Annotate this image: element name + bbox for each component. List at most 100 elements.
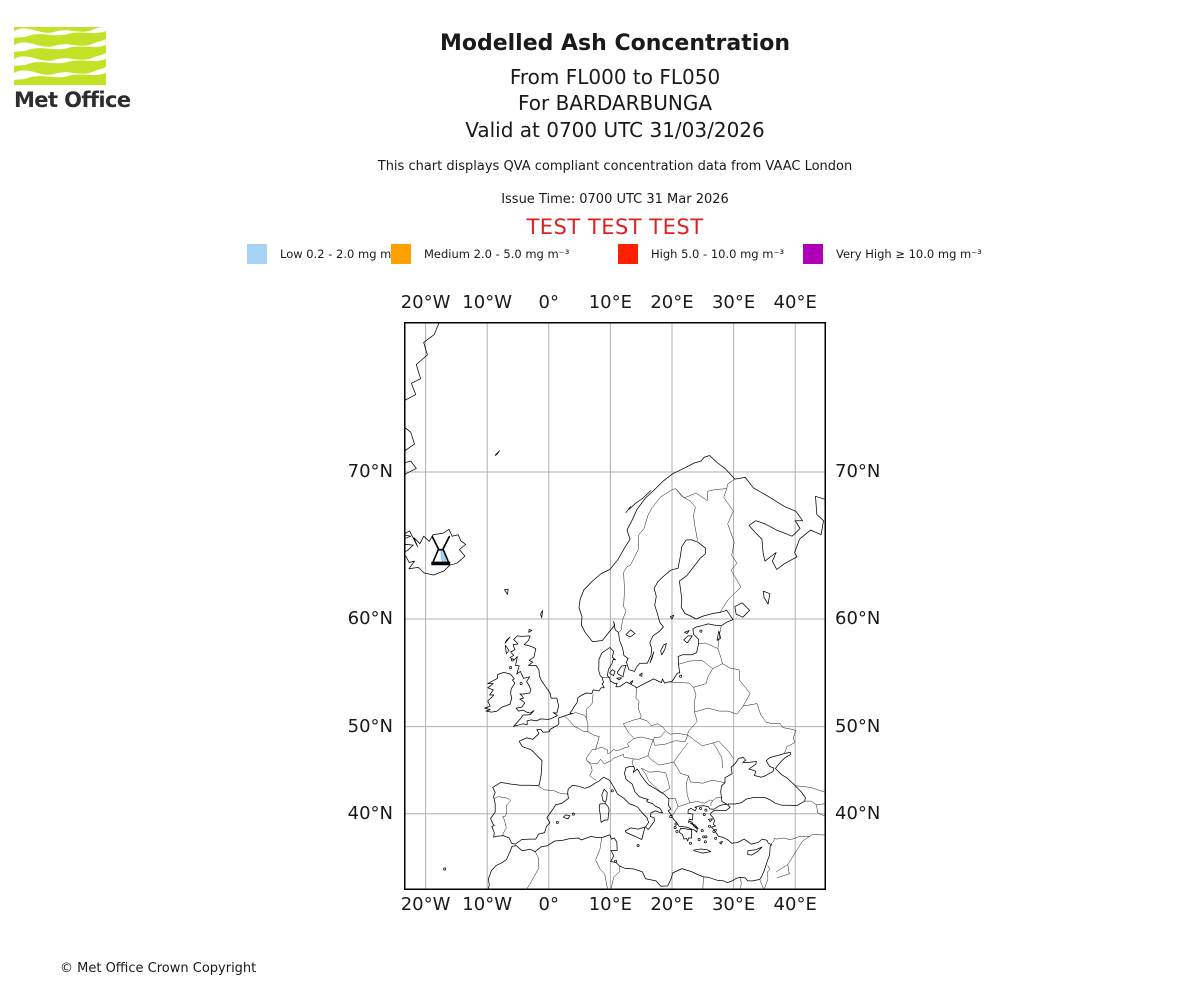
country-border <box>586 693 594 719</box>
small-island <box>669 815 673 818</box>
country-border <box>610 865 621 890</box>
lat-tick-left: 40°N <box>347 802 393 824</box>
coastline <box>683 635 693 644</box>
country-border <box>639 718 688 736</box>
small-island <box>443 867 447 871</box>
qva-description: This chart displays QVA compliant concen… <box>377 159 853 174</box>
country-border <box>687 734 719 747</box>
legend-item-high: High 5.0 - 10.0 mg m⁻³ <box>618 243 785 264</box>
lat-tick-left: 70°N <box>347 461 393 483</box>
coastline <box>609 669 616 677</box>
country-border <box>669 681 694 688</box>
small-island <box>679 674 683 678</box>
small-island <box>636 844 640 848</box>
country-border <box>673 742 689 763</box>
volcano-base-icon <box>431 561 451 566</box>
coastline <box>689 822 699 830</box>
country-border <box>710 800 713 807</box>
country-border <box>739 877 742 890</box>
lat-tick-right: 40°N <box>835 802 881 824</box>
legend-swatch <box>618 243 638 264</box>
lat-tick-right: 70°N <box>835 461 881 483</box>
small-island <box>699 806 703 810</box>
coastline <box>762 590 771 605</box>
country-border <box>717 625 722 649</box>
lon-tick-top: 10°W <box>462 292 512 313</box>
coastline <box>540 610 543 619</box>
country-border <box>776 864 790 879</box>
country-border <box>698 642 718 649</box>
europe-map <box>404 322 826 890</box>
issue-time: Issue Time: 0700 UTC 31 Mar 2026 <box>501 192 729 207</box>
small-island <box>712 829 716 833</box>
country-border <box>634 736 654 741</box>
legend-label: High 5.0 - 10.0 mg m⁻³ <box>651 246 785 261</box>
coastline <box>649 651 655 664</box>
country-border <box>652 735 688 746</box>
coastline <box>509 635 559 727</box>
country-border <box>641 767 663 794</box>
lat-tick-left: 60°N <box>347 608 393 630</box>
country-border <box>718 741 735 760</box>
country-border <box>586 760 597 781</box>
lon-tick-bottom: 40°E <box>773 894 817 915</box>
country-border <box>678 660 713 669</box>
lon-tick-top: 0° <box>538 292 559 313</box>
small-island <box>714 836 718 840</box>
coastline <box>563 814 571 820</box>
country-border <box>595 837 608 890</box>
small-island <box>708 824 712 828</box>
country-border <box>693 668 713 688</box>
small-island <box>704 808 708 812</box>
small-island <box>509 666 513 670</box>
country-border <box>702 876 704 890</box>
country-border <box>569 712 587 719</box>
small-island <box>555 820 559 824</box>
country-border <box>722 663 751 707</box>
legend-label: Very High ≥ 10.0 mg m⁻³ <box>836 246 982 261</box>
legend-swatch <box>247 243 267 264</box>
country-border <box>686 775 691 803</box>
country-border <box>602 677 610 679</box>
coastline <box>504 636 511 644</box>
country-border <box>526 851 540 890</box>
country-border <box>586 718 589 732</box>
lon-tick-bottom: 10°E <box>588 894 633 915</box>
coastline <box>487 455 826 890</box>
subtitle-valid-time: Valid at 0700 UTC 31/03/2026 <box>465 118 765 142</box>
lon-tick-bottom: 30°E <box>711 894 756 915</box>
small-island <box>700 829 704 833</box>
small-island <box>702 835 706 839</box>
legend: Low 0.2 - 2.0 mg m⁻³ Medium 2.0 - 5.0 mg … <box>0 243 1200 264</box>
coastline <box>404 322 440 402</box>
small-island <box>571 812 575 816</box>
country-border <box>623 718 641 739</box>
country-border <box>712 742 723 769</box>
coastline <box>504 644 510 655</box>
country-border <box>619 489 673 633</box>
legend-item-medium: Medium 2.0 - 5.0 mg m⁻³ <box>391 243 569 264</box>
country-border <box>633 739 654 760</box>
small-island <box>519 682 523 686</box>
small-island <box>697 838 701 841</box>
small-island <box>674 822 678 826</box>
coastline <box>616 677 622 681</box>
country-border <box>719 478 742 613</box>
coastline <box>669 614 675 620</box>
lat-tick-left: 50°N <box>347 715 393 737</box>
country-border <box>712 648 723 669</box>
small-island <box>675 829 679 833</box>
lat-tick-right: 60°N <box>835 608 881 630</box>
coastline <box>625 629 636 638</box>
coastline <box>708 818 713 822</box>
small-island <box>703 840 707 844</box>
coastline <box>628 490 652 510</box>
logo-wordmark: Met Office <box>14 88 131 112</box>
coastline <box>734 602 750 618</box>
lon-tick-top: 20°W <box>400 292 451 313</box>
country-border <box>673 761 689 777</box>
small-island <box>614 859 618 863</box>
coastline <box>684 630 690 634</box>
coastline <box>693 848 712 854</box>
